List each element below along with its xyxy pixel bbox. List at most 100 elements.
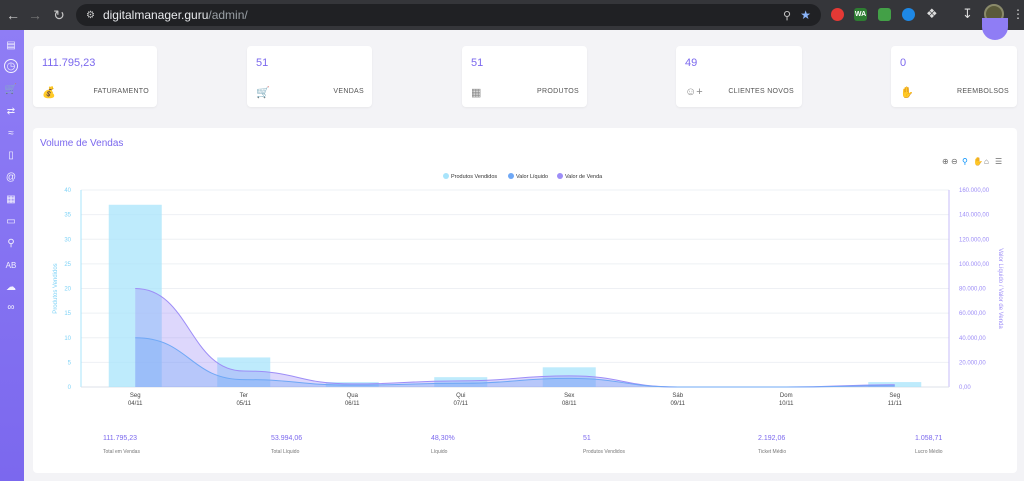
location-icon[interactable]: ⚲ — [7, 237, 15, 249]
bar-produtos-vendidos — [434, 377, 488, 387]
back-icon[interactable]: ← — [6, 7, 20, 23]
card-clientes-novos: 49 ☺+ CLIENTES NOVOS — [676, 46, 802, 107]
x-tick-date: 10/11 — [779, 401, 794, 407]
y-right-tick-label: 160.000,00 — [959, 188, 990, 194]
bar-produtos-vendidos — [542, 367, 596, 387]
dashboard-icon[interactable]: ◷ — [4, 59, 18, 73]
products-icon[interactable]: ▦ — [6, 193, 16, 205]
home-reset-icon[interactable]: ⌂ — [984, 157, 989, 166]
area-valor-liquido-line — [135, 337, 895, 388]
stat-ticket-medio: 2.192,06 Ticket Médio — [758, 435, 786, 455]
x-tick-date: 04/11 — [128, 401, 143, 407]
y-right-tick-label: 120.000,00 — [959, 237, 990, 243]
site-settings-icon[interactable]: ⚙ — [86, 9, 95, 21]
card-value: 51 — [471, 57, 484, 69]
pan-hand-icon[interactable]: ✋ — [973, 157, 983, 166]
card-reembolsos: 0 ✋ REEMBOLSOS — [891, 46, 1017, 107]
stat-value: 1.058,71 — [915, 435, 943, 442]
zoom-out-icon[interactable]: ⊖ — [951, 157, 958, 166]
x-tick-date: 06/11 — [345, 401, 360, 407]
stat-label: Lucro Médio — [915, 449, 943, 455]
card-value: 49 — [685, 57, 698, 69]
x-tick-day: Sáb — [672, 393, 683, 399]
download-icon[interactable]: ↧ — [962, 6, 973, 21]
stat-total-vendas: 111.795,23 Total em Vendas — [103, 435, 140, 455]
x-tick-day: Ter — [240, 393, 248, 399]
document-icon[interactable]: ▤ — [6, 39, 16, 51]
sales-chart: 0 5 10 15 20 25 30 35 40 0,00 20.000,00 40.000,00 60… — [53, 173, 1003, 407]
app-sidebar: ▤ ◷ 🛒 ⇄ ≈ ▯ @ ▦ ▭ ⚲ AB ☁ ∞ — [0, 30, 24, 481]
extensions-puzzle-icon[interactable]: ❖ — [926, 6, 938, 21]
bar-produtos-vendidos — [217, 357, 271, 387]
card-value: 111.795,23 — [42, 57, 96, 69]
stat-produtos-vendidos: 51 Produtos Vendidos — [583, 435, 625, 455]
ab-test-icon[interactable]: AB — [5, 260, 17, 270]
card-value: 51 — [256, 57, 269, 69]
x-tick-day: Dom — [780, 393, 793, 399]
y-right-tick-label: 20.000,00 — [959, 360, 986, 366]
panel-title: Volume de Vendas — [40, 138, 124, 149]
y-right-tick-label: 140.000,00 — [959, 213, 990, 219]
handshake-icon[interactable]: ≈ — [8, 127, 14, 139]
card-produtos: 51 ▦ PRODUTOS — [462, 46, 587, 107]
legend-label: Valor de Venda — [565, 174, 603, 180]
stat-label: Líquido — [431, 449, 448, 455]
y-left-tick-label: 0 — [68, 385, 72, 391]
refund-hand-icon: ✋ — [900, 87, 914, 99]
reload-icon[interactable]: ↻ — [53, 6, 65, 23]
sales-volume-panel: Volume de Vendas ⊕ ⊖ ⚲ ✋ ⌂ ☰ 0 5 10 15 20 25 3… — [33, 128, 1017, 473]
y-left-tick-label: 15 — [64, 311, 71, 317]
contact-card-icon[interactable]: ▯ — [8, 149, 14, 161]
bookmark-star-icon[interactable]: ★ — [800, 8, 811, 22]
record-extension-icon[interactable] — [831, 8, 844, 21]
bar-produtos-vendidos — [325, 382, 379, 387]
legend-label: Valor Líquido — [516, 174, 548, 180]
stat-value: 53.994,06 — [271, 435, 303, 442]
area-valor-liquido — [135, 337, 895, 387]
cart-icon[interactable]: 🛒 — [4, 83, 18, 95]
y-left-tick-label: 10 — [64, 336, 71, 342]
zoom-in-icon[interactable]: ⊕ — [942, 157, 949, 166]
magnify-icon[interactable]: ⚲ — [962, 157, 968, 166]
card-faturamento: 111.795,23 💰 FATURAMENTO — [33, 46, 157, 107]
cart-icon: 🛒 — [256, 87, 270, 99]
wallet-icon[interactable]: ▭ — [6, 215, 16, 227]
zoom-icon[interactable]: ⚲ — [782, 9, 791, 22]
transfer-icon[interactable]: ⇄ — [6, 105, 16, 117]
screen-extension-icon[interactable] — [878, 8, 891, 21]
x-tick-day: Seg — [889, 393, 900, 399]
floating-action-button[interactable] — [982, 18, 1008, 40]
y-right-tick-label: 0,00 — [959, 385, 971, 391]
browser-toolbar: ← → ↻ ⚙ digitalmanager.guru/admin/ ⚲ ★ W… — [0, 0, 1024, 30]
stat-value: 111.795,23 — [103, 435, 137, 442]
stat-label: Total em Vendas — [103, 449, 140, 455]
stat-liquido: 48,30% Líquido — [431, 435, 455, 455]
chart-menu-icon[interactable]: ☰ — [995, 157, 1003, 166]
y-right-tick-label: 40.000,00 — [959, 336, 986, 342]
stat-label: Total Líquido — [271, 449, 300, 455]
reports-icon[interactable]: ☁ — [6, 281, 16, 293]
money-bag-icon: 💰 — [42, 87, 56, 99]
y-right-axis-title: Valor Líquido / Valor de Venda — [997, 248, 1003, 329]
card-value: 0 — [900, 57, 907, 69]
y-right-tick-label: 80.000,00 — [959, 287, 986, 293]
y-right-tick-label: 60.000,00 — [959, 311, 986, 317]
card-label: REEMBOLSOS — [956, 88, 1009, 95]
wa-extension-icon[interactable]: WA — [854, 8, 867, 21]
address-bar[interactable]: ⚙ digitalmanager.guru/admin/ ⚲ ★ — [76, 4, 821, 26]
stat-value: 2.192,06 — [758, 435, 786, 442]
legend-marker — [508, 173, 514, 179]
y-left-tick-label: 35 — [64, 213, 71, 219]
legend-marker — [443, 173, 449, 179]
legend-marker — [557, 173, 563, 179]
at-icon[interactable]: @ — [5, 171, 17, 183]
stat-total-liquido: 53.994,06 Total Líquido — [271, 435, 302, 455]
blue-extension-icon[interactable] — [902, 8, 915, 21]
browser-menu-icon[interactable]: ⋮ — [1012, 7, 1024, 21]
y-left-tick-label: 5 — [68, 360, 72, 366]
x-tick-date: 07/11 — [453, 401, 468, 407]
forward-icon[interactable]: → — [28, 7, 42, 23]
bar-produtos-vendidos — [108, 204, 162, 387]
y-left-tick-label: 30 — [64, 237, 71, 243]
integrations-icon[interactable]: ∞ — [7, 301, 15, 313]
